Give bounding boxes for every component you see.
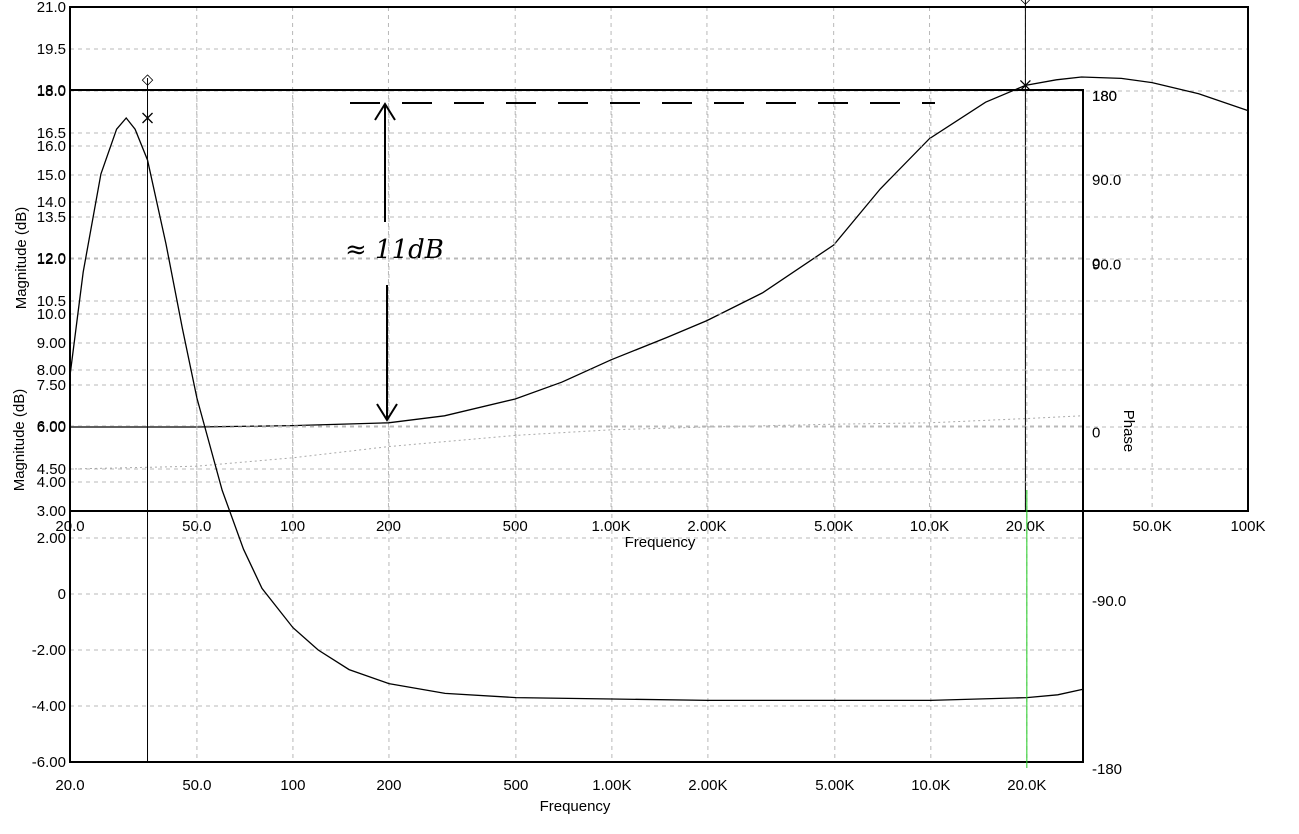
x-tick-label: 1.00K bbox=[591, 518, 630, 535]
y-tick-label: 19.5 bbox=[37, 41, 66, 58]
y-tick-label: 7.50 bbox=[37, 377, 66, 394]
x-tick-label: 2.00K bbox=[687, 518, 726, 535]
x-tick-label: 500 bbox=[503, 518, 528, 535]
y-axis-title: Magnitude (dB) bbox=[11, 389, 28, 492]
x-tick-label: 5.00K bbox=[815, 777, 854, 794]
y-tick-label: -2.00 bbox=[32, 642, 66, 659]
x-tick-label: 10.0K bbox=[911, 777, 950, 794]
cursor-marker-x-icon bbox=[142, 112, 153, 124]
y2-tick-label: 0 bbox=[1092, 256, 1100, 273]
annotation-layer: ≈ 11dB bbox=[345, 102, 935, 422]
x-tick-label: 50.0 bbox=[182, 777, 211, 794]
y-tick-label: 6.00 bbox=[37, 419, 66, 436]
annotation-label: ≈ 11dB bbox=[345, 235, 444, 265]
y2-tick-label: 0 bbox=[1092, 425, 1100, 442]
x-tick-label: 200 bbox=[376, 777, 401, 794]
y-tick-label: 8.00 bbox=[37, 362, 66, 379]
arrow-up-icon bbox=[374, 102, 396, 121]
x-tick-label: 50.0K bbox=[1133, 518, 1172, 535]
y-tick-label: 10.5 bbox=[37, 293, 66, 310]
y-tick-label: 16.0 bbox=[37, 138, 66, 155]
plot-frame bbox=[69, 89, 1084, 763]
y-tick-label: 12.0 bbox=[37, 251, 66, 268]
x-tick-label: 20.0K bbox=[1007, 777, 1046, 794]
y-tick-label: 4.50 bbox=[37, 461, 66, 478]
x-axis-title: Frequency bbox=[540, 798, 611, 815]
series-line-1 bbox=[69, 415, 1082, 470]
y2-tick-label: 180 bbox=[1092, 88, 1117, 105]
y-tick-label: 16.5 bbox=[37, 125, 66, 142]
y-tick-label: 12.0 bbox=[37, 250, 66, 267]
y2-axis-title: Phase bbox=[1120, 410, 1137, 453]
y-tick-label: 15.0 bbox=[37, 167, 66, 184]
x-tick-label: 100 bbox=[280, 777, 305, 794]
x-tick-label: 2.00K bbox=[688, 777, 727, 794]
x-tick-label: 500 bbox=[503, 777, 528, 794]
series-line-0 bbox=[69, 116, 1084, 702]
series-line-0 bbox=[70, 76, 1249, 428]
x-tick-label: 5.00K bbox=[814, 518, 853, 535]
y-tick-label: 9.00 bbox=[37, 335, 66, 352]
cursor-marker-x-icon bbox=[1019, 79, 1031, 91]
cursor-label: ◇ bbox=[142, 71, 154, 88]
x-tick-label: 1.00K bbox=[592, 777, 631, 794]
x-tick-label: 200 bbox=[376, 518, 401, 535]
y-axis-title: Magnitude (dB) bbox=[13, 207, 30, 310]
y-tick-label: 2.00 bbox=[37, 530, 66, 547]
y-tick-label: 6.00 bbox=[37, 418, 66, 435]
y-tick-label: 13.5 bbox=[37, 209, 66, 226]
y-tick-label: -6.00 bbox=[32, 754, 66, 771]
y-tick-label: 18.0 bbox=[37, 82, 66, 99]
y-tick-label: 18.0 bbox=[37, 83, 66, 100]
x-tick-label: 10.0K bbox=[910, 518, 949, 535]
y-tick-label: 3.00 bbox=[37, 503, 66, 520]
y-tick-label: 4.00 bbox=[37, 474, 66, 491]
y-tick-label: -4.00 bbox=[32, 698, 66, 715]
y-tick-label: 10.0 bbox=[37, 306, 66, 323]
x-tick-label: 20.0 bbox=[55, 777, 84, 794]
arrow-down-icon bbox=[376, 403, 398, 422]
y2-tick-label: -180 bbox=[1092, 761, 1122, 778]
y2-tick-label: -90.0 bbox=[1092, 593, 1126, 610]
y2-tick-label: 90.0 bbox=[1092, 172, 1121, 189]
chart-lower-main: 20.0 50.0 100 200 500 1.00K 2.00K 5.00K 10.0K 20.… bbox=[11, 71, 1137, 815]
y-tick-label: 14.0 bbox=[37, 194, 66, 211]
y-tick-label: 0 bbox=[58, 586, 66, 603]
cursor-label: ◇ bbox=[1020, 0, 1032, 7]
y2-tick-label: 180 bbox=[1092, 88, 1117, 105]
x-tick-label: 100 bbox=[280, 518, 305, 535]
y2-tick-label: 90.0 bbox=[1092, 256, 1121, 273]
y-tick-label: 21.0 bbox=[37, 0, 66, 16]
x-tick-label: 100K bbox=[1230, 518, 1265, 535]
chart-upper-extended: 20.050.01002005001.00K2.00K5.00K10.0K20.… bbox=[13, 0, 1266, 551]
x-tick-label: 50.0 bbox=[182, 518, 211, 535]
x-tick-label: 20.0K bbox=[1006, 518, 1045, 535]
